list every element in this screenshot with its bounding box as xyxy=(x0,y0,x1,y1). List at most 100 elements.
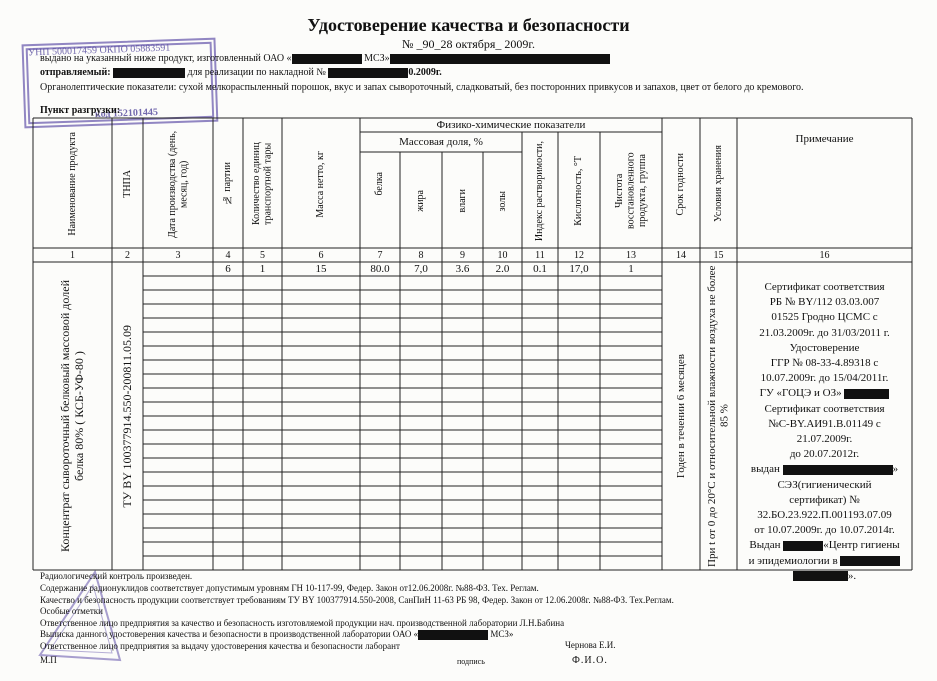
cell-text: 2 xyxy=(125,250,130,261)
text: Сертификат соответствия xyxy=(764,281,884,293)
cell: 10 xyxy=(483,248,522,262)
cell: Кислотность, °Т xyxy=(558,134,600,248)
cell-text: При t от 0 до 20°C и относительной влажн… xyxy=(706,265,731,567)
redaction xyxy=(113,68,185,78)
cell-text: Годен в течении 6 месяцев xyxy=(675,354,688,478)
redaction xyxy=(418,630,488,640)
cell: Концентрат сывороточный белковый массово… xyxy=(33,262,112,570)
unloading: Пункт разгрузки: xyxy=(40,105,120,116)
text: 10.07.2009г. до 15/04/2011г. xyxy=(761,372,889,384)
cell-text: Физико-химические показатели xyxy=(437,119,586,131)
note-line: до 20.07.2012г. xyxy=(737,447,912,462)
footer-line: Радиологический контроль произведен. xyxy=(40,571,192,581)
cell: 14 xyxy=(662,248,700,262)
text: СЭЗ(гигиенический xyxy=(777,479,871,491)
cell-text: 3.6 xyxy=(456,263,470,275)
cell: Масса нетто, кг xyxy=(282,120,360,248)
text: Качество и безопасность продукции соотве… xyxy=(40,595,674,605)
text: 21.03.2009г. до 31/03/2011 г. xyxy=(759,327,890,339)
cell-text: золы xyxy=(497,191,509,211)
text: 01525 Гродно ЦСМС с xyxy=(771,311,877,323)
cell-text: 4 xyxy=(226,250,231,261)
cell-text: № партии xyxy=(222,162,234,205)
cell-text: 12 xyxy=(574,250,584,261)
note-line: 21.03.2009г. до 31/03/2011 г. xyxy=(737,326,912,341)
cell: Годен в течении 6 месяцев xyxy=(662,262,700,570)
seal: М.П xyxy=(40,655,57,665)
text: Особые отметки xyxy=(40,606,103,616)
cell-text: 3 xyxy=(176,250,181,261)
cell-text: Срок годности xyxy=(675,153,687,215)
redaction xyxy=(783,465,893,475)
text: 32.БО.23.922.П.001193.07.09 xyxy=(757,509,891,521)
note-line: Удостоверение xyxy=(737,341,912,356)
cell: Дата производства (день, месяц, год) xyxy=(143,120,213,248)
footer-line: Выписка данного удостоверения качества и… xyxy=(40,629,513,640)
cell-text: Дата производства (день, месяц, год) xyxy=(167,123,190,245)
footer-line: Качество и безопасность продукции соотве… xyxy=(40,595,674,605)
text: ГУ «ГОЦЭ и ОЗ» xyxy=(760,387,842,399)
cell: 2.0 xyxy=(483,262,522,276)
redaction xyxy=(844,389,889,399)
note-line: сертификат) № xyxy=(737,493,912,508)
footer-line: Ответственное лицо предприятия за выдачу… xyxy=(40,641,400,651)
text: 21.07.2009г. xyxy=(797,433,853,445)
cell-text: белка xyxy=(374,172,386,196)
note-line: выдан » xyxy=(737,462,912,477)
cell-text: 7,0 xyxy=(414,263,428,275)
cell-text: Количество единиц транспортной тары xyxy=(251,123,274,245)
cell: 17,0 xyxy=(558,262,600,276)
cell: При t от 0 до 20°C и относительной влажн… xyxy=(700,262,737,570)
text: ». xyxy=(848,570,856,582)
cell-text: 9 xyxy=(460,250,465,261)
cell: 3 xyxy=(143,248,213,262)
note-line: и эпидемиологии в xyxy=(737,554,912,569)
cell: Чистота восстановленного продукта, групп… xyxy=(600,134,662,248)
cell: влаги xyxy=(442,154,483,248)
text: Радиологический контроль произведен. xyxy=(40,571,192,581)
cell: 6 xyxy=(213,262,243,276)
cell: Физико-химические показатели xyxy=(360,118,662,132)
text: и эпидемиологии в xyxy=(749,555,838,567)
cell-text: Условия хранения xyxy=(713,145,725,222)
shipped-line: отправляемый: для реализации по накладно… xyxy=(40,67,442,78)
note-line: Сертификат соответствия xyxy=(737,280,912,295)
cell-text: Концентрат сывороточный белковый массово… xyxy=(59,265,87,567)
cell-text: 1 xyxy=(70,250,75,261)
cell-text: 6 xyxy=(225,263,231,275)
cell-text: 15 xyxy=(316,263,327,275)
cell: 12 xyxy=(558,248,600,262)
cell-text: 10 xyxy=(498,250,508,261)
name-label: Ф.И.О. xyxy=(572,655,608,666)
cell: 1 xyxy=(600,262,662,276)
cell-text: 1 xyxy=(628,263,634,275)
text: Ответственное лицо предприятия за качест… xyxy=(40,618,564,628)
note-line: ГУ «ГОЦЭ и ОЗ» xyxy=(737,386,912,401)
cell-text: 16 xyxy=(820,250,830,261)
note-line: 10.07.2009г. до 15/04/2011г. xyxy=(737,371,912,386)
note-line: ГГР № 08-33-4.89318 с xyxy=(737,356,912,371)
note-line: 32.БО.23.922.П.001193.07.09 xyxy=(737,508,912,523)
cell: жира xyxy=(400,154,442,248)
cell: 7,0 xyxy=(400,262,442,276)
cell: 7 xyxy=(360,248,400,262)
cell-text: 5 xyxy=(260,250,265,261)
note-line: Выдан «Центр гигиены xyxy=(737,538,912,553)
text: Удостоверение xyxy=(790,342,860,354)
cell: Количество единиц транспортной тары xyxy=(243,120,282,248)
signature: подпись xyxy=(457,657,485,666)
lab-assistant: Чернова Е.И. xyxy=(565,640,616,650)
footer-line: Особые отметки xyxy=(40,606,103,616)
organoleptic: Органолептические показатели: сухой мелк… xyxy=(40,81,920,94)
cell: Срок годности xyxy=(662,120,700,248)
cell-text: 2.0 xyxy=(496,263,510,275)
text: » xyxy=(893,463,899,475)
cell-text: 6 xyxy=(319,250,324,261)
cell: Примечание xyxy=(737,118,912,160)
text: сертификат) № xyxy=(789,494,859,506)
cell: 5 xyxy=(243,248,282,262)
cell-text: 17,0 xyxy=(569,263,588,275)
cell: золы xyxy=(483,154,522,248)
cell-text: 15 xyxy=(714,250,724,261)
redaction xyxy=(390,54,610,64)
